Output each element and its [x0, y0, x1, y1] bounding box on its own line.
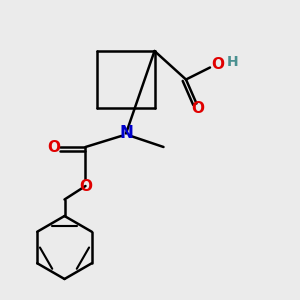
- Text: O: O: [191, 101, 205, 116]
- Text: N: N: [119, 124, 133, 142]
- Text: O: O: [79, 179, 92, 194]
- Text: O: O: [212, 57, 224, 72]
- Text: H: H: [226, 55, 238, 69]
- Text: O: O: [47, 140, 60, 154]
